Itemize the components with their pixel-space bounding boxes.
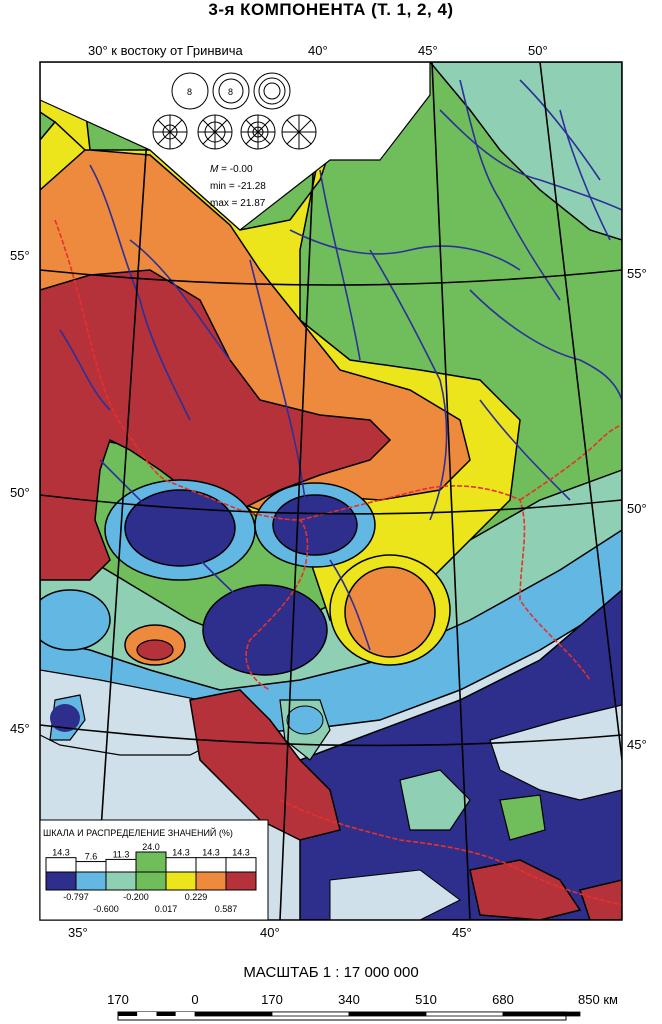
- legend-break-labels: -0.797 -0.200 0.229 -0.600 0.017 0.587: [63, 892, 237, 914]
- stat-max: max = 21.87: [210, 198, 266, 209]
- stat-m: M = -0.00: [210, 164, 253, 175]
- legend-swatch: [135, 871, 167, 891]
- scale-segment: [271, 1011, 350, 1017]
- grid-label-right-50: 50°: [627, 501, 647, 516]
- zone-orange-east: [344, 566, 436, 658]
- zone-lightblue-caucasus: [286, 705, 324, 735]
- legend-swatch: [225, 871, 257, 891]
- map-title: 3-я КОМПОНЕНТА (Т. 1, 2, 4): [208, 0, 454, 19]
- graticule: [40, 62, 622, 920]
- grid-label-bottom-45: 45°: [452, 925, 472, 940]
- scale-tick-label: 340: [338, 992, 360, 1007]
- grid-label-top-40: 40°: [308, 43, 328, 58]
- scale-segment: [348, 1011, 427, 1017]
- legend-percent-label: 14.3: [202, 848, 220, 858]
- legend: ШКАЛА И РАСПРЕДЕЛЕНИЕ ЗНАЧЕНИЙ (%) 14.3 7…: [39, 819, 269, 921]
- zone-red-sw: [136, 639, 174, 661]
- scale-tick-label: 170: [107, 992, 129, 1007]
- grid-label-bottom-35: 35°: [68, 925, 88, 940]
- zone-darkblue-center: [202, 584, 328, 676]
- zone-yellow-nw: [40, 120, 87, 192]
- triple-circle-symbol-icon: [253, 72, 291, 110]
- legend-break-label: 0.229: [185, 892, 208, 902]
- scale-tick-labels: 170 0 170 340 510 680 850 км: [107, 992, 618, 1007]
- symbol-panel: [40, 62, 431, 231]
- legend-percent-label: 11.3: [113, 849, 130, 859]
- scale-segment: [137, 1012, 157, 1016]
- legend-break-label: -0.200: [123, 892, 149, 902]
- sector-circle-3-icon: [240, 114, 276, 150]
- stat-min: min = -21.28: [210, 181, 266, 192]
- zone-lightblue-se: [329, 869, 461, 920]
- scale-segment: [118, 1012, 138, 1016]
- crimea-dark: [50, 704, 80, 732]
- legend-swatch: [195, 871, 227, 891]
- scale-tick-label: 0: [191, 992, 198, 1007]
- legend-percent-labels: 14.3 7.6 11.3 24.0 14.3 14.3 14.3: [52, 842, 250, 862]
- grid-label-top-50: 50°: [528, 43, 548, 58]
- grid-label-left-50: 50°: [10, 485, 30, 500]
- zone-red-caucasus: [189, 689, 341, 841]
- longitude-note: 30° к востоку от Гринвича: [88, 43, 243, 58]
- scale-segment: [175, 1012, 195, 1016]
- sector-circle-4-icon: [281, 114, 317, 150]
- legend-percent-label: 14.3: [172, 848, 190, 858]
- scale-segment: [502, 1011, 581, 1017]
- zone-red-se: [469, 859, 582, 920]
- grid-label-left-45: 45°: [10, 721, 30, 736]
- circle-symbol-icon: 8: [171, 72, 209, 110]
- zone-darkblue-mid: [272, 494, 358, 556]
- legend-swatch: [45, 871, 77, 891]
- legend-swatch: [105, 871, 137, 891]
- borders: [54, 219, 622, 906]
- zone-teal-south: [399, 769, 471, 831]
- scale-segment: [156, 1012, 176, 1016]
- svg-text:8: 8: [187, 87, 192, 97]
- legend-break-label: -0.797: [63, 892, 89, 902]
- scale-segment: [425, 1011, 504, 1017]
- legend-histogram-bar: [225, 857, 257, 873]
- rivers: [59, 79, 622, 651]
- zone-teal-ne: [429, 62, 622, 241]
- legend-bars: [45, 851, 257, 891]
- legend-percent-label: 14.3: [52, 848, 70, 858]
- grid-label-right-55: 55°: [627, 266, 647, 281]
- legend-histogram-bar: [135, 851, 167, 873]
- legend-percent-label: 24.0: [142, 842, 160, 852]
- legend-swatch: [165, 871, 197, 891]
- map-frame: [39, 61, 623, 921]
- scale-tick-label: 850 км: [578, 992, 618, 1007]
- double-circle-symbol-icon: 8: [212, 72, 250, 110]
- legend-break-label: -0.600: [93, 904, 119, 914]
- scale-tick-label: 510: [415, 992, 437, 1007]
- caspian-sea: [489, 704, 622, 801]
- scale-segments: [118, 1011, 581, 1017]
- legend-percent-label: 7.6: [85, 852, 98, 862]
- grid-label-top-45: 45°: [418, 43, 438, 58]
- legend-percent-label: 14.3: [232, 848, 250, 858]
- zone-green-south: [499, 794, 546, 841]
- grid-label-right-45: 45°: [627, 737, 647, 752]
- legend-break-label: 0.587: [215, 904, 238, 914]
- scale-bar: 170 0 170 340 510 680 850 км: [107, 992, 618, 1021]
- sector-circle-2-icon: [197, 114, 233, 150]
- scale-segment: [194, 1011, 273, 1017]
- scale-tick-label: 170: [261, 992, 283, 1007]
- grid-label-left-55: 55°: [10, 248, 30, 263]
- zone-lightblue-sw: [40, 589, 111, 651]
- grid-label-bottom-40: 40°: [260, 925, 280, 940]
- map-body: [40, 62, 622, 920]
- symbol-icons: 8 8: [152, 72, 317, 150]
- scale-tick-label: 680: [492, 992, 514, 1007]
- scale-title: МАСШТАБ 1 : 17 000 000: [243, 964, 419, 981]
- legend-break-label: 0.017: [155, 904, 178, 914]
- legend-title: ШКАЛА И РАСПРЕДЕЛЕНИЕ ЗНАЧЕНИЙ (%): [43, 827, 233, 838]
- sector-circle-1-icon: [152, 114, 188, 150]
- svg-text:8: 8: [228, 87, 233, 97]
- legend-swatch: [75, 871, 107, 891]
